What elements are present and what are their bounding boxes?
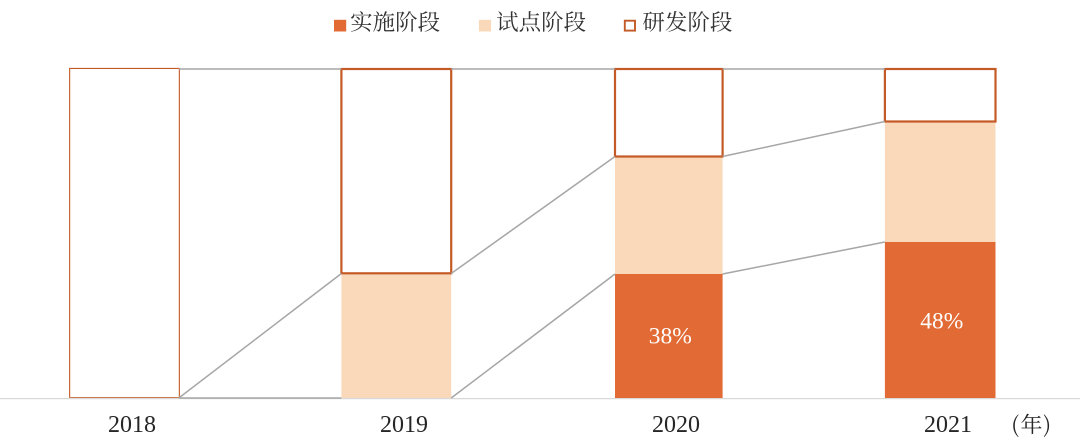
svg-text:2018: 2018	[108, 412, 156, 438]
svg-text:2020: 2020	[652, 412, 700, 438]
svg-text:38%: 38%	[649, 324, 692, 350]
svg-text:2021: 2021	[924, 412, 972, 438]
svg-text:48%: 48%	[920, 309, 963, 335]
svg-text:2019: 2019	[380, 412, 428, 438]
